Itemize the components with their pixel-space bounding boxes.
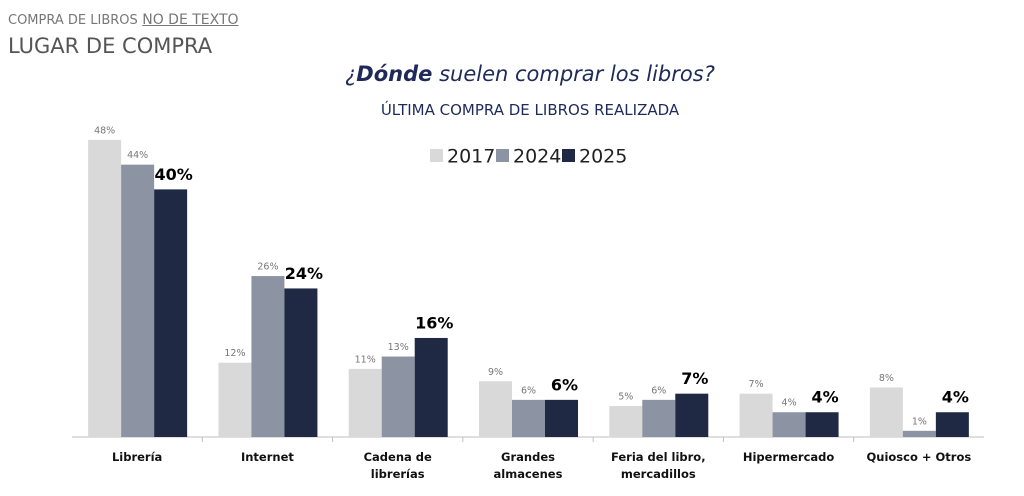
value-label: 6% <box>521 385 536 396</box>
value-label: 48% <box>94 125 115 136</box>
bar <box>348 368 382 437</box>
x-tick-label: Cadena de librerías <box>363 450 432 481</box>
value-label: 7% <box>749 379 764 390</box>
bar <box>545 399 578 437</box>
value-label: 26% <box>257 262 278 273</box>
bar <box>218 362 252 437</box>
bar <box>642 399 676 437</box>
title-part: Dónde <box>356 62 433 86</box>
value-label: 1% <box>912 416 927 427</box>
kicker-link[interactable]: NO DE TEXTO <box>142 12 239 28</box>
value-label: 4% <box>942 388 969 407</box>
bar <box>284 288 318 437</box>
value-label: 6% <box>551 375 578 394</box>
x-tick-label: Grandes almacenes <box>493 450 563 481</box>
bar <box>772 412 806 437</box>
value-label: 12% <box>224 348 245 359</box>
x-tick-label: Internet <box>240 450 294 464</box>
bar <box>805 412 839 437</box>
x-tick-label: Hipermercado <box>742 450 835 464</box>
bar <box>512 399 545 437</box>
bar <box>869 387 903 437</box>
value-label: 16% <box>415 313 453 332</box>
bar <box>154 189 188 437</box>
legend-label: 2025 <box>579 146 627 168</box>
bar <box>739 393 773 437</box>
bar <box>902 430 936 437</box>
bar <box>935 412 969 437</box>
value-label: 6% <box>651 385 666 396</box>
bar <box>609 406 643 437</box>
value-label: 13% <box>388 342 409 353</box>
value-label: 8% <box>879 373 894 384</box>
value-label: 40% <box>154 165 192 184</box>
chart-title: ¿Dónde suelen comprar los libros? <box>0 62 1024 86</box>
value-label: 4% <box>811 388 838 407</box>
legend-label: 2024 <box>513 146 561 168</box>
value-label: 4% <box>782 398 797 409</box>
bar <box>251 276 285 437</box>
page-title: LUGAR DE COMPRA <box>8 34 213 58</box>
x-tick-label: Librería <box>111 450 163 464</box>
bar <box>414 337 448 437</box>
legend-swatch <box>496 149 509 162</box>
title-part: ¿ <box>345 62 357 86</box>
value-label: 24% <box>285 264 323 283</box>
x-tick-label: Feria del libro, mercadillos <box>610 450 706 481</box>
value-label: 5% <box>618 392 633 403</box>
legend-label: 2017 <box>447 146 495 168</box>
kicker: COMPRA DE LIBROS NO DE TEXTO <box>8 12 239 28</box>
value-label: 44% <box>127 150 148 161</box>
bar <box>88 139 122 437</box>
bar <box>121 164 155 437</box>
value-label: 11% <box>355 354 376 365</box>
bar <box>479 381 512 437</box>
chart-subtitle: ÚLTIMA COMPRA DE LIBROS REALIZADA <box>380 101 680 119</box>
kicker-text: COMPRA DE LIBROS <box>8 13 138 28</box>
bar <box>381 356 415 437</box>
value-label: 7% <box>681 369 708 388</box>
value-label: 9% <box>488 367 503 378</box>
bar <box>675 393 709 437</box>
legend-swatch <box>562 149 575 162</box>
x-tick-label: Quiosco + Otros <box>866 450 972 464</box>
legend-swatch <box>430 149 443 162</box>
title-part: suelen comprar los libros? <box>432 62 715 86</box>
